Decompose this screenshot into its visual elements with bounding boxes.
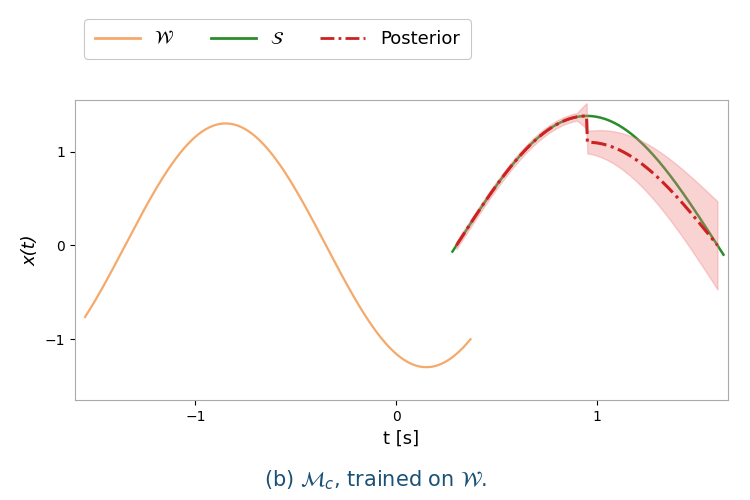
Text: (b) $\mathcal{M}_c$, trained on $\mathcal{W}$.: (b) $\mathcal{M}_c$, trained on $\mathca… [263, 468, 487, 492]
Y-axis label: x(t): x(t) [21, 234, 39, 266]
Legend: $\mathcal{W}$, $\mathcal{S}$, Posterior: $\mathcal{W}$, $\mathcal{S}$, Posterior [84, 19, 470, 59]
X-axis label: t [s]: t [s] [383, 430, 419, 448]
